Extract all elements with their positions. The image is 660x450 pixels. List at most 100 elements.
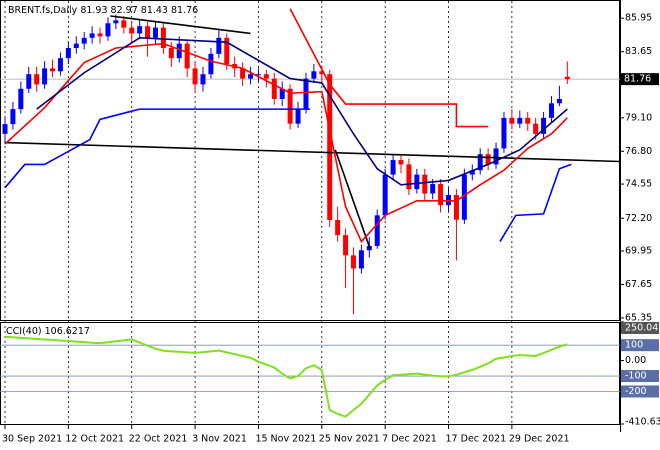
- x-tick-label: 3 Nov 2021: [192, 434, 247, 445]
- y-tick-label: 79.10: [625, 112, 652, 123]
- x-tick-label: 15 Nov 2021: [255, 434, 316, 445]
- candle-body: [469, 170, 475, 175]
- candle-body: [184, 43, 190, 69]
- candle-body: [105, 23, 111, 37]
- candle-body: [176, 43, 182, 59]
- candle-body: [279, 88, 285, 99]
- price-label: 81.76: [624, 74, 651, 85]
- cci-tick-label: -410.632: [625, 417, 660, 428]
- candle-body: [240, 68, 246, 79]
- candle-body: [517, 117, 523, 124]
- y-tick-label: 72.20: [625, 213, 652, 224]
- overlay-line: [110, 15, 251, 35]
- candle-body: [350, 255, 356, 269]
- overlay-line: [499, 163, 572, 242]
- candle-body: [65, 48, 71, 59]
- cci-tick-box: [621, 339, 659, 352]
- y-tick-label: 85.95: [625, 13, 652, 24]
- candle-body: [2, 124, 8, 134]
- candle-body: [73, 43, 79, 49]
- candle-body: [303, 78, 309, 110]
- candle-body: [57, 58, 63, 72]
- cci-tick-label: 250.0412: [625, 323, 660, 334]
- candle-body: [343, 235, 349, 256]
- candle-body: [453, 194, 459, 220]
- candle-body: [541, 117, 547, 134]
- x-tick-label: 25 Nov 2021: [319, 434, 380, 445]
- y-tick-label: 67.65: [625, 279, 652, 290]
- cci-tick-box: [621, 322, 659, 334]
- candle-body: [192, 68, 198, 85]
- y-tick-label: 83.65: [625, 46, 652, 57]
- cci-line: [4, 335, 568, 418]
- cci-title: CCI(40) 106.6217: [6, 326, 90, 337]
- y-tick-label: 74.55: [625, 179, 652, 190]
- candle-body: [358, 250, 364, 269]
- candle-body: [97, 33, 103, 37]
- candle-body: [374, 215, 380, 246]
- candle-body: [26, 74, 32, 89]
- candle-body: [145, 26, 151, 38]
- candle-body: [137, 26, 143, 34]
- candle-body: [556, 98, 562, 104]
- candle-body: [18, 88, 24, 110]
- candle-body: [414, 174, 420, 190]
- chart-title: BRENT.fs,Daily 81.93 82.97 81.43 81.76: [8, 5, 198, 16]
- candle-body: [168, 48, 174, 59]
- price-frame: [0, 0, 620, 321]
- cci-tick-label: -100: [625, 371, 647, 382]
- candle-body: [208, 53, 214, 75]
- candle-body: [113, 20, 119, 24]
- candle-body: [438, 184, 444, 206]
- candle-body: [390, 160, 396, 175]
- candle-body: [34, 74, 40, 85]
- candle-body: [477, 154, 483, 171]
- overlay-line: [4, 141, 620, 163]
- x-tick-label: 17 Dec 2021: [446, 434, 507, 445]
- y-tick-label: 65.35: [625, 312, 652, 323]
- cci-tick-label: 100: [625, 340, 643, 351]
- candle-body: [89, 33, 95, 38]
- candle-body: [152, 27, 158, 38]
- price-box: [621, 73, 659, 86]
- overlay-line: [4, 42, 568, 243]
- x-tick-label: 30 Sep 2021: [2, 434, 62, 445]
- candle-body: [430, 184, 436, 194]
- candle-body: [533, 123, 539, 134]
- x-tick-label: 22 Oct 2021: [129, 434, 188, 445]
- candle-body: [160, 27, 166, 49]
- candle-body: [271, 78, 277, 99]
- overlay-line: [4, 108, 310, 189]
- candle-body: [200, 74, 206, 85]
- cci-frame: [0, 322, 620, 425]
- y-tick-label: 69.95: [625, 246, 652, 257]
- candle-body: [129, 27, 135, 34]
- candle-body: [493, 148, 499, 165]
- candle-body: [564, 76, 570, 80]
- candle-body: [216, 37, 222, 54]
- candle-body: [548, 103, 554, 118]
- candle-body: [398, 160, 404, 165]
- candle-body: [485, 154, 491, 165]
- candle-body: [335, 220, 341, 236]
- y-tick-label: 76.80: [625, 146, 652, 157]
- overlay-line: [289, 8, 489, 128]
- cci-tick-label: -200: [625, 386, 647, 397]
- candle-body: [10, 109, 16, 125]
- candle-body: [81, 37, 87, 44]
- candle-body: [501, 117, 507, 149]
- candle-body: [42, 68, 48, 85]
- candle-body: [287, 88, 293, 124]
- candle-body: [461, 174, 467, 220]
- candle-body: [248, 74, 254, 79]
- candle-body: [327, 74, 333, 221]
- cci-tick-box: [621, 385, 659, 398]
- candle-body: [525, 117, 531, 124]
- x-tick-label: 7 Dec 2021: [382, 434, 437, 445]
- candle-body: [509, 117, 515, 124]
- candle-body: [263, 74, 269, 79]
- candle-body: [50, 68, 56, 72]
- x-tick-label: 29 Dec 2021: [509, 434, 570, 445]
- cci-tick-label: 0.00: [625, 355, 646, 366]
